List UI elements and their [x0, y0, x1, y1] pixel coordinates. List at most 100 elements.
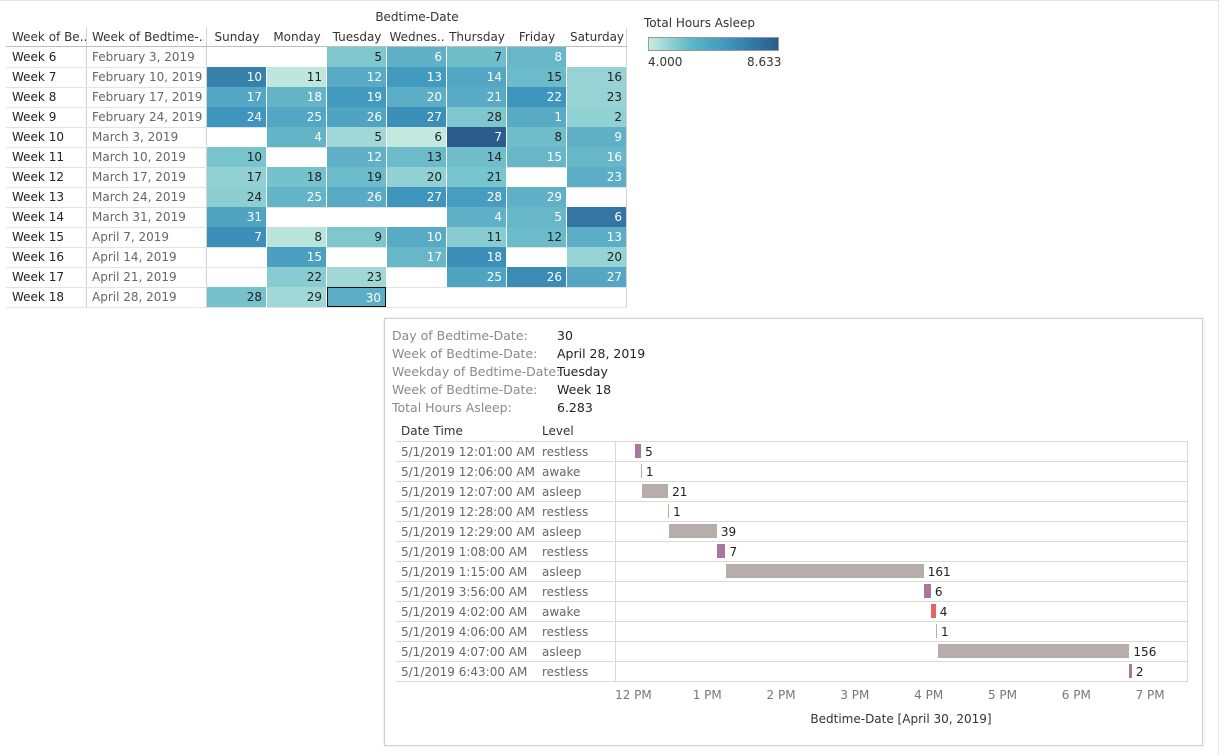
row-week-date: April 7, 2019	[92, 230, 170, 244]
day-cell[interactable]: 18	[267, 167, 326, 187]
day-cell[interactable]: 22	[507, 87, 566, 107]
row-week-label: Week 17	[12, 270, 64, 284]
day-cell[interactable]: 30	[327, 287, 386, 307]
day-cell[interactable]: 21	[447, 87, 506, 107]
day-cell[interactable]: 18	[447, 247, 506, 267]
day-cell[interactable]: 8	[507, 47, 566, 67]
gantt-bar-restless[interactable]	[1129, 664, 1132, 678]
day-cell[interactable]: 25	[267, 187, 326, 207]
gantt-bar-asleep[interactable]	[642, 484, 669, 498]
gantt-bar-awake[interactable]	[640, 464, 642, 478]
day-cell[interactable]: 16	[567, 67, 626, 87]
day-cell[interactable]: 16	[567, 147, 626, 167]
day-cell[interactable]: 25	[447, 267, 506, 287]
day-cell[interactable]: 11	[447, 227, 506, 247]
day-cell[interactable]: 20	[567, 247, 626, 267]
day-cell[interactable]: 14	[447, 147, 506, 167]
day-cell[interactable]: 17	[387, 247, 446, 267]
row-divider	[396, 561, 1188, 562]
day-cell[interactable]: 28	[447, 187, 506, 207]
day-cell[interactable]: 23	[567, 87, 626, 107]
day-cell[interactable]: 20	[387, 167, 446, 187]
calendar-heatmap: Bedtime-Date Week of Be.. Week of Bedtime…	[0, 0, 640, 310]
gantt-bar-restless[interactable]	[923, 584, 931, 598]
day-cell[interactable]: 12	[507, 227, 566, 247]
day-cell[interactable]: 13	[387, 67, 446, 87]
day-cell[interactable]: 27	[387, 187, 446, 207]
day-cell[interactable]: 26	[507, 267, 566, 287]
day-cell[interactable]: 2	[567, 107, 626, 127]
gantt-bar-restless[interactable]	[716, 544, 726, 558]
day-cell[interactable]: 29	[507, 187, 566, 207]
day-cell[interactable]: 8	[507, 127, 566, 147]
tooltip-field-key: Week of Bedtime-Date:	[392, 382, 538, 397]
row-datetime: 5/1/2019 4:06:00 AM	[401, 625, 528, 639]
day-cell[interactable]: 24	[207, 107, 266, 127]
day-cell[interactable]: 7	[447, 127, 506, 147]
x-axis-tick: 7 PM	[1135, 688, 1165, 702]
day-cell[interactable]: 27	[387, 107, 446, 127]
day-cell[interactable]: 5	[327, 127, 386, 147]
day-cell[interactable]: 10	[207, 67, 266, 87]
day-cell[interactable]: 24	[207, 187, 266, 207]
day-cell[interactable]: 13	[387, 147, 446, 167]
color-legend[interactable]: Total Hours Asleep 4.000 8.633	[640, 10, 800, 70]
tooltip-field-key: Weekday of Bedtime-Date:	[392, 364, 561, 379]
day-cell[interactable]: 18	[267, 87, 326, 107]
day-cell[interactable]: 6	[567, 207, 626, 227]
gantt-bar-awake[interactable]	[930, 604, 936, 618]
day-cell[interactable]: 21	[447, 167, 506, 187]
day-cell[interactable]: 8	[267, 227, 326, 247]
day-cell[interactable]: 19	[327, 167, 386, 187]
row-week-label: Week 11	[12, 150, 64, 164]
day-cell[interactable]: 9	[567, 127, 626, 147]
day-cell[interactable]: 7	[447, 47, 506, 67]
day-cell[interactable]: 10	[207, 147, 266, 167]
day-cell[interactable]: 15	[267, 247, 326, 267]
row-week-date: March 24, 2019	[92, 190, 186, 204]
day-cell[interactable]: 10	[387, 227, 446, 247]
day-cell[interactable]: 26	[327, 107, 386, 127]
day-cell[interactable]: 22	[267, 267, 326, 287]
day-cell[interactable]: 26	[327, 187, 386, 207]
day-cell[interactable]: 28	[207, 287, 266, 307]
gantt-bar-restless[interactable]	[936, 624, 938, 638]
day-cell[interactable]: 12	[327, 147, 386, 167]
day-cell[interactable]: 1	[507, 107, 566, 127]
column-header-monday: Monday	[273, 30, 321, 44]
day-cell[interactable]: 29	[267, 287, 326, 307]
gantt-bar-asleep[interactable]	[668, 524, 717, 538]
day-cell[interactable]: 15	[507, 67, 566, 87]
row-divider	[396, 521, 1188, 522]
gantt-bar-asleep[interactable]	[725, 564, 924, 578]
gantt-bar-restless[interactable]	[668, 504, 670, 518]
day-cell[interactable]: 9	[327, 227, 386, 247]
day-cell[interactable]: 17	[207, 87, 266, 107]
day-cell[interactable]: 14	[447, 67, 506, 87]
day-cell[interactable]: 17	[207, 167, 266, 187]
day-cell[interactable]: 13	[567, 227, 626, 247]
day-cell[interactable]: 23	[567, 167, 626, 187]
day-cell[interactable]: 20	[387, 87, 446, 107]
gantt-bar-asleep[interactable]	[937, 644, 1130, 658]
day-cell[interactable]: 5	[507, 207, 566, 227]
day-cell[interactable]: 11	[267, 67, 326, 87]
day-cell[interactable]: 5	[327, 47, 386, 67]
gantt-bar-restless[interactable]	[634, 444, 642, 458]
day-cell[interactable]: 23	[327, 267, 386, 287]
day-cell[interactable]: 25	[267, 107, 326, 127]
day-cell[interactable]: 31	[207, 207, 266, 227]
column-header-wednesday: Wednes..	[389, 30, 445, 44]
day-cell[interactable]: 12	[327, 67, 386, 87]
day-cell[interactable]: 15	[507, 147, 566, 167]
day-cell[interactable]: 19	[327, 87, 386, 107]
day-cell[interactable]: 6	[387, 127, 446, 147]
day-cell[interactable]: 28	[447, 107, 506, 127]
day-cell[interactable]: 27	[567, 267, 626, 287]
day-cell[interactable]: 4	[447, 207, 506, 227]
row-divider	[396, 581, 1188, 582]
day-cell[interactable]: 7	[207, 227, 266, 247]
day-cell[interactable]: 6	[387, 47, 446, 67]
day-cell[interactable]: 4	[267, 127, 326, 147]
column-header-level: Level	[542, 424, 574, 438]
